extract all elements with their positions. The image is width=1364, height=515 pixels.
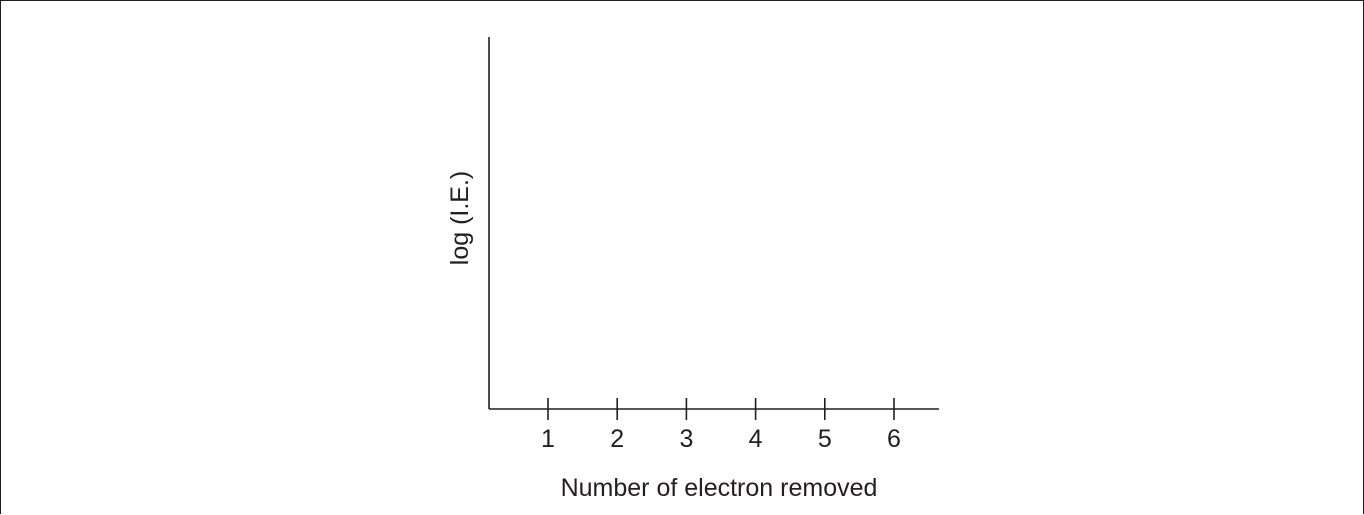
x-tick-label: 1 <box>541 425 555 453</box>
x-tick-label: 6 <box>887 425 901 453</box>
x-axis-label: Number of electron removed <box>561 474 878 502</box>
axes <box>488 37 939 410</box>
x-tick-label: 4 <box>749 425 763 453</box>
x-tick-label: 5 <box>818 425 832 453</box>
y-axis-label: log (I.E.) <box>446 171 474 265</box>
x-tick-label: 2 <box>610 425 624 453</box>
x-tick-label: 3 <box>679 425 693 453</box>
x-ticks: 1 2 3 4 5 6 <box>541 398 901 453</box>
